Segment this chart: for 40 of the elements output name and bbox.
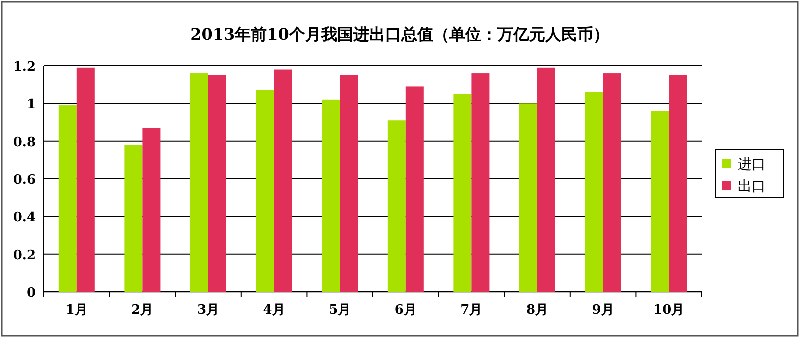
bar <box>256 90 274 292</box>
bar <box>322 100 340 292</box>
x-tick-label: 8月 <box>526 303 549 318</box>
bar <box>340 75 358 292</box>
bar <box>669 75 688 292</box>
x-tick-label: 6月 <box>394 303 417 318</box>
bar <box>406 86 424 292</box>
bar <box>208 75 226 292</box>
bar <box>388 120 406 292</box>
x-tick-label: 1月 <box>66 303 88 318</box>
bar <box>520 104 538 292</box>
x-tick-label: 2月 <box>132 303 154 318</box>
x-tick-label: 4月 <box>263 303 286 318</box>
bar <box>58 106 77 292</box>
y-tick-label: 0.6 <box>13 173 36 188</box>
y-tick-label: 0 <box>26 286 36 301</box>
y-tick-label: 1 <box>26 98 36 113</box>
x-tick-label: 9月 <box>592 303 614 318</box>
bar <box>603 74 622 292</box>
legend-label: 进口 <box>738 157 766 173</box>
legend-label: 出口 <box>738 179 766 195</box>
y-tick-label: 0.4 <box>13 210 36 226</box>
bar <box>190 74 208 292</box>
bar <box>538 68 556 292</box>
x-tick-label: 7月 <box>460 303 483 318</box>
x-tick-label: 5月 <box>329 303 352 318</box>
bar <box>651 111 670 292</box>
x-tick-label: 3月 <box>197 303 220 318</box>
bar <box>454 94 472 292</box>
y-tick-label: 1.2 <box>13 60 36 75</box>
x-tick-label: 10月 <box>654 303 685 318</box>
bar <box>124 145 143 292</box>
y-tick-label: 0.8 <box>13 135 36 150</box>
bar <box>142 128 161 292</box>
bar <box>585 92 604 292</box>
bar <box>274 70 292 292</box>
chart-title: 2013年前10个月我国进出口总值（单位：万亿元人民币） <box>190 25 610 44</box>
y-tick-label: 0.2 <box>13 248 36 264</box>
bar <box>472 74 490 292</box>
bar <box>76 68 95 292</box>
